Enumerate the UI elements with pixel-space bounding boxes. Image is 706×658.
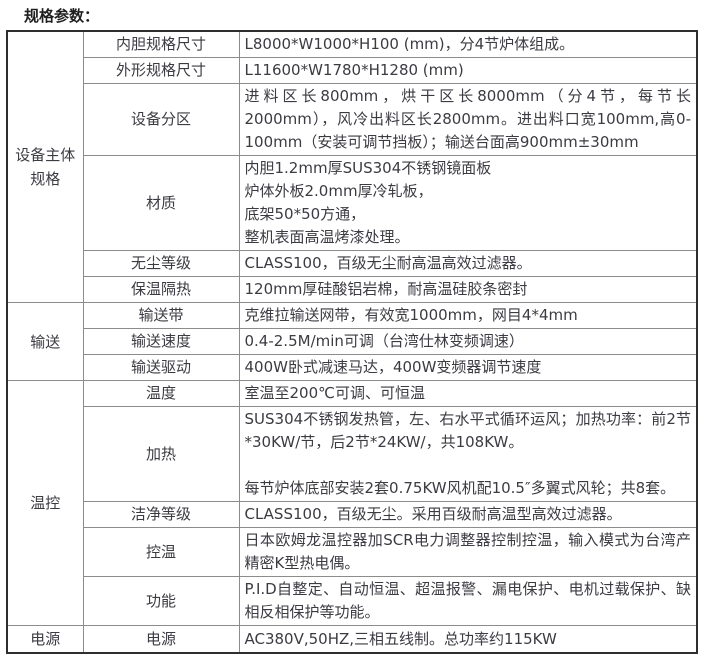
spec-label: 温度 <box>82 380 240 407</box>
spec-value: CLASS100，百级无尘耐高温高效过滤器。 <box>238 250 698 277</box>
spec-label: 外形规格尺寸 <box>82 57 240 84</box>
spec-label: 材质 <box>82 155 240 251</box>
group-cell-power: 电源 <box>6 625 84 654</box>
table-row: 电源 电源 AC380V,50HZ,三相五线制。总功率约115KW <box>6 625 698 654</box>
spec-label: 保温隔热 <box>82 276 240 303</box>
spec-label: 输送带 <box>82 302 240 329</box>
spec-value: 室温至200℃可调、可恒温 <box>238 380 698 407</box>
spec-value: CLASS100，百级无尘。采用百级耐高温型高效过滤器。 <box>238 501 698 528</box>
table-row: 控温 日本欧姆龙温控器加SCR电力调整器控制控温，输入模式为台湾产精密K型热电偶… <box>7 527 698 577</box>
table-row: 洁净等级 CLASS100，百级无尘。采用百级耐高温型高效过滤器。 <box>7 501 698 528</box>
spec-value: 400W卧式减速马达，400W变频器调节速度 <box>238 354 698 381</box>
table-row: 保温隔热 120mm厚硅酸铝岩棉，耐高温硅胶条密封 <box>7 276 698 303</box>
spec-label: 控温 <box>82 527 240 577</box>
spec-label: 内胆规格尺寸 <box>82 30 240 58</box>
spec-value: 进料区长800mm，烘干区长8000mm（分4节，每节长2000mm），风冷出料… <box>238 83 698 156</box>
spec-label: 输送驱动 <box>82 354 240 381</box>
table-row: 输送速度 0.4-2.5M/min可调（台湾仕林变频调速） <box>7 328 698 355</box>
spec-label: 洁净等级 <box>82 501 240 528</box>
table-row: 输送驱动 400W卧式减速马达，400W变频器调节速度 <box>7 354 698 381</box>
spec-value: L8000*W1000*H100 (mm)，分4节炉体组成。 <box>238 30 698 58</box>
table-row: 加热 SUS304不锈钢发热管，左、右水平式循环运风；加热功率：前2节*30KW… <box>7 406 698 502</box>
spec-label: 电源 <box>82 625 240 654</box>
spec-value: AC380V,50HZ,三相五线制。总功率约115KW <box>238 625 698 654</box>
spec-value: 克维拉输送网带，有效宽1000mm，网目4*4mm <box>238 302 698 329</box>
spec-label: 设备分区 <box>82 83 240 156</box>
spec-value: 日本欧姆龙温控器加SCR电力调整器控制控温，输入模式为台湾产精密K型热电偶。 <box>238 527 698 577</box>
spec-label: 输送速度 <box>82 328 240 355</box>
group-cell-temp-control: 温控 <box>6 380 84 626</box>
table-row: 设备主体规格 内胆规格尺寸 L8000*W1000*H100 (mm)，分4节炉… <box>6 30 698 303</box>
spec-value: SUS304不锈钢发热管，左、右水平式循环运风；加热功率：前2节*30KW/节，… <box>238 406 698 502</box>
table-row: 输送 输送带 克维拉输送网带，有效宽1000mm，网目4*4mm <box>6 302 698 381</box>
spec-value: 内胆1.2mm厚SUS304不锈钢镜面板 炉体外板2.0mm厚冷轧板， 底架50… <box>238 155 698 251</box>
spec-value: 0.4-2.5M/min可调（台湾仕林变频调速） <box>238 328 698 355</box>
table-row: 材质 内胆1.2mm厚SUS304不锈钢镜面板 炉体外板2.0mm厚冷轧板， 底… <box>7 155 698 251</box>
spec-value: L11600*W1780*H1280 (mm) <box>238 57 698 84</box>
table-row: 无尘等级 CLASS100，百级无尘耐高温高效过滤器。 <box>7 250 698 277</box>
spec-label: 功能 <box>82 576 240 626</box>
spec-value: 120mm厚硅酸铝岩棉，耐高温硅胶条密封 <box>238 276 698 303</box>
spec-label: 加热 <box>82 406 240 502</box>
spec-table: 设备主体规格 内胆规格尺寸 L8000*W1000*H100 (mm)，分4节炉… <box>6 30 698 654</box>
table-row: 温控 温度 室温至200℃可调、可恒温 <box>6 380 698 626</box>
group-cell-conveyor: 输送 <box>6 302 84 381</box>
table-row: 功能 P.I.D自整定、自动恒温、超温报警、漏电保护、电机过载保护、缺相反相保护… <box>7 576 698 626</box>
page-title: 规格参数： <box>24 7 100 25</box>
spec-value: P.I.D自整定、自动恒温、超温报警、漏电保护、电机过载保护、缺相反相保护等功能… <box>238 576 698 626</box>
spec-label: 无尘等级 <box>82 250 240 277</box>
table-row: 外形规格尺寸 L11600*W1780*H1280 (mm) <box>7 57 698 84</box>
group-cell-main-specs: 设备主体规格 <box>6 30 84 303</box>
table-row: 设备分区 进料区长800mm，烘干区长8000mm（分4节，每节长2000mm）… <box>7 83 698 156</box>
